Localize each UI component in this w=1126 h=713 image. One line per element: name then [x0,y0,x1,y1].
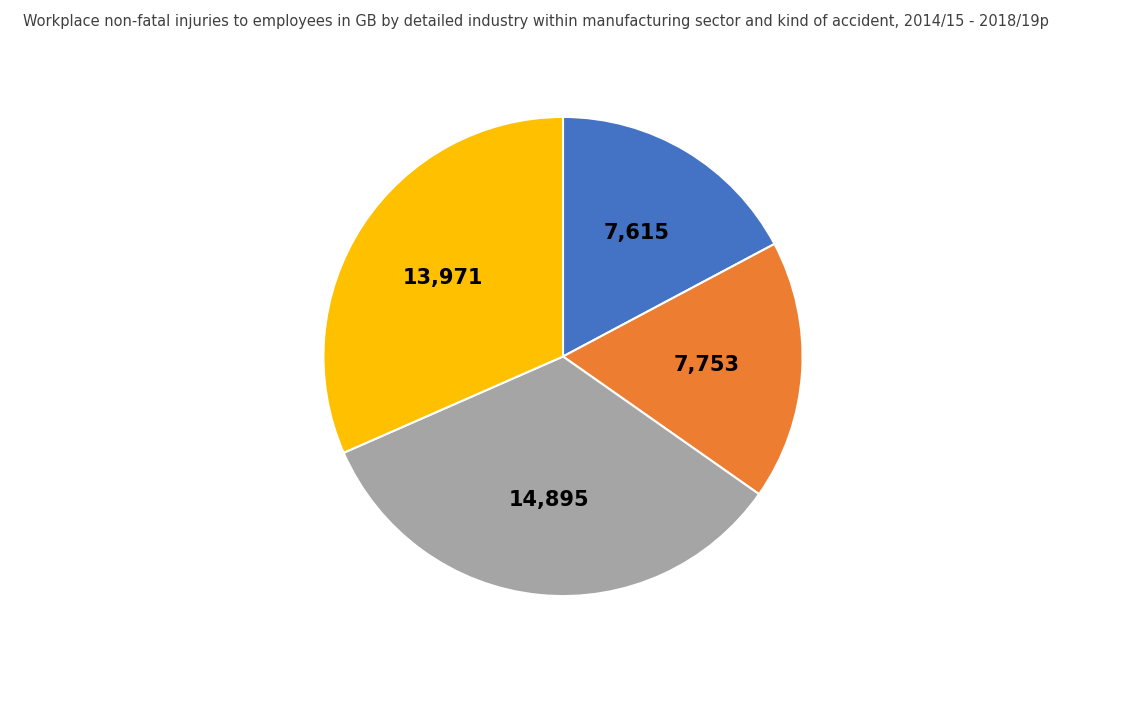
Legend: Contact with moving machinery, Struck by moving, including flying/falling, objec: Contact with moving machinery, Struck by… [73,709,1053,713]
Wedge shape [563,244,803,494]
Wedge shape [563,117,775,356]
Text: 7,615: 7,615 [604,223,670,243]
Text: 7,753: 7,753 [673,355,740,375]
Wedge shape [323,117,563,453]
Text: 14,895: 14,895 [509,490,589,510]
Text: Workplace non-fatal injuries to employees in GB by detailed industry within manu: Workplace non-fatal injuries to employee… [23,14,1048,29]
Text: 13,971: 13,971 [402,268,483,288]
Wedge shape [343,356,759,596]
